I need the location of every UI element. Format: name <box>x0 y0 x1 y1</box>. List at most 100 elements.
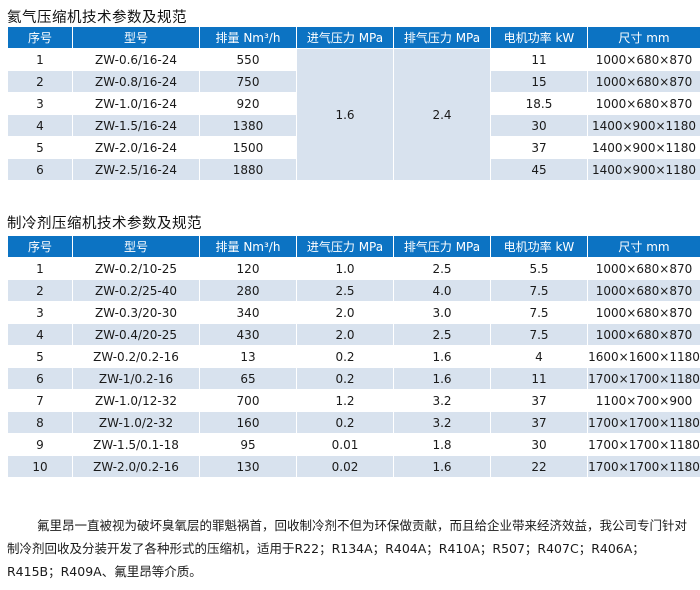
cell-model: ZW-2.5/16-24 <box>73 159 199 180</box>
cell-no: 5 <box>8 346 72 367</box>
cell-size: 1400×900×1180 <box>588 137 700 158</box>
header-outlet-pressure: 排气压力 MPa <box>394 27 490 48</box>
table-row: 7 ZW-1.0/12-32 700 1.2 3.2 37 1100×700×9… <box>8 390 700 411</box>
header-model: 型号 <box>73 236 199 257</box>
cell-flow: 160 <box>200 412 296 433</box>
cell-inlet-pressure: 2.0 <box>297 324 393 345</box>
cell-outlet-pressure: 2.5 <box>394 258 490 279</box>
table-row: 4 ZW-0.4/20-25 430 2.0 2.5 7.5 1000×680×… <box>8 324 700 345</box>
cell-flow: 280 <box>200 280 296 301</box>
header-inlet-pressure: 进气压力 MPa <box>297 236 393 257</box>
cell-no: 3 <box>8 93 72 114</box>
refrigerant-spec-table: 序号 型号 排量 Nm³/h 进气压力 MPa 排气压力 MPa 电机功率 kW… <box>7 235 700 478</box>
cell-no: 4 <box>8 324 72 345</box>
header-no: 序号 <box>8 236 72 257</box>
cell-flow: 700 <box>200 390 296 411</box>
cell-flow: 550 <box>200 49 296 70</box>
cell-no: 2 <box>8 280 72 301</box>
header-size: 尺寸 mm <box>588 27 700 48</box>
table-row: 1 ZW-0.2/10-25 120 1.0 2.5 5.5 1000×680×… <box>8 258 700 279</box>
cell-size: 1000×680×870 <box>588 302 700 323</box>
cell-flow: 430 <box>200 324 296 345</box>
cell-no: 7 <box>8 390 72 411</box>
table-row: 8 ZW-1.0/2-32 160 0.2 3.2 37 1700×1700×1… <box>8 412 700 433</box>
cell-outlet-pressure-merged: 2.4 <box>394 49 490 180</box>
cell-no: 5 <box>8 137 72 158</box>
cell-power: 30 <box>491 434 587 455</box>
cell-power: 7.5 <box>491 280 587 301</box>
cell-flow: 65 <box>200 368 296 389</box>
cell-size: 1700×1700×1180 <box>588 368 700 389</box>
table-row: 2 ZW-0.2/25-40 280 2.5 4.0 7.5 1000×680×… <box>8 280 700 301</box>
table-row: 4 ZW-1.5/16-24 1380 30 1400×900×1180 <box>8 115 700 136</box>
header-flow: 排量 Nm³/h <box>200 27 296 48</box>
cell-model: ZW-1/0.2-16 <box>73 368 199 389</box>
cell-model: ZW-0.4/20-25 <box>73 324 199 345</box>
cell-size: 1700×1700×1180 <box>588 434 700 455</box>
cell-flow: 130 <box>200 456 296 477</box>
cell-size: 1700×1700×1180 <box>588 456 700 477</box>
cell-inlet-pressure: 0.2 <box>297 368 393 389</box>
cell-model: ZW-2.0/0.2-16 <box>73 456 199 477</box>
cell-size: 1400×900×1180 <box>588 115 700 136</box>
cell-outlet-pressure: 2.5 <box>394 324 490 345</box>
header-outlet-pressure: 排气压力 MPa <box>394 236 490 257</box>
cell-no: 4 <box>8 115 72 136</box>
cell-size: 1000×680×870 <box>588 258 700 279</box>
cell-power: 30 <box>491 115 587 136</box>
cell-inlet-pressure: 1.2 <box>297 390 393 411</box>
cell-power: 7.5 <box>491 302 587 323</box>
cell-size: 1000×680×870 <box>588 280 700 301</box>
table-row: 5 ZW-0.2/0.2-16 13 0.2 1.6 4 1600×1600×1… <box>8 346 700 367</box>
cell-model: ZW-0.6/16-24 <box>73 49 199 70</box>
cell-no: 1 <box>8 258 72 279</box>
refrigerant-section-title: 制冷剂压缩机技术参数及规范 <box>7 216 202 232</box>
header-power: 电机功率 kW <box>491 27 587 48</box>
cell-power: 37 <box>491 390 587 411</box>
table-row: 6 ZW-2.5/16-24 1880 45 1400×900×1180 <box>8 159 700 180</box>
table-row: 1 ZW-0.6/16-24 550 1.6 2.4 11 1000×680×8… <box>8 49 700 180</box>
cell-power: 15 <box>491 71 587 92</box>
cell-flow: 13 <box>200 346 296 367</box>
cell-flow: 120 <box>200 258 296 279</box>
cell-model: ZW-1.0/2-32 <box>73 412 199 433</box>
helium-section-title: 氦气压缩机技术参数及规范 <box>7 10 187 26</box>
header-model: 型号 <box>73 27 199 48</box>
header-no: 序号 <box>8 27 72 48</box>
cell-no: 6 <box>8 159 72 180</box>
cell-inlet-pressure: 2.0 <box>297 302 393 323</box>
table-row: 10 ZW-2.0/0.2-16 130 0.02 1.6 22 1700×17… <box>8 456 700 477</box>
cell-outlet-pressure: 4.0 <box>394 280 490 301</box>
cell-model: ZW-1.0/16-24 <box>73 93 199 114</box>
cell-flow: 1500 <box>200 137 296 158</box>
cell-power: 45 <box>491 159 587 180</box>
cell-power: 5.5 <box>491 258 587 279</box>
table-row: 3 ZW-1.0/16-24 920 18.5 1000×680×870 <box>8 93 700 114</box>
cell-model: ZW-0.2/10-25 <box>73 258 199 279</box>
header-inlet-pressure: 进气压力 MPa <box>297 27 393 48</box>
cell-inlet-pressure: 0.2 <box>297 346 393 367</box>
table-row: 3 ZW-0.3/20-30 340 2.0 3.0 7.5 1000×680×… <box>8 302 700 323</box>
cell-inlet-pressure: 1.0 <box>297 258 393 279</box>
table-row: 6 ZW-1/0.2-16 65 0.2 1.6 11 1700×1700×11… <box>8 368 700 389</box>
cell-no: 10 <box>8 456 72 477</box>
cell-model: ZW-1.0/12-32 <box>73 390 199 411</box>
cell-model: ZW-0.2/0.2-16 <box>73 346 199 367</box>
helium-spec-table: 序号 型号 排量 Nm³/h 进气压力 MPa 排气压力 MPa 电机功率 kW… <box>7 26 700 181</box>
header-size: 尺寸 mm <box>588 236 700 257</box>
cell-power: 37 <box>491 412 587 433</box>
cell-power: 4 <box>491 346 587 367</box>
cell-flow: 95 <box>200 434 296 455</box>
cell-flow: 920 <box>200 93 296 114</box>
cell-size: 1000×680×870 <box>588 93 700 114</box>
cell-power: 22 <box>491 456 587 477</box>
cell-inlet-pressure: 0.01 <box>297 434 393 455</box>
cell-size: 1100×700×900 <box>588 390 700 411</box>
cell-outlet-pressure: 1.8 <box>394 434 490 455</box>
cell-outlet-pressure: 1.6 <box>394 346 490 367</box>
table-row: 5 ZW-2.0/16-24 1500 37 1400×900×1180 <box>8 137 700 158</box>
cell-outlet-pressure: 3.2 <box>394 390 490 411</box>
cell-power: 37 <box>491 137 587 158</box>
cell-flow: 340 <box>200 302 296 323</box>
cell-no: 8 <box>8 412 72 433</box>
